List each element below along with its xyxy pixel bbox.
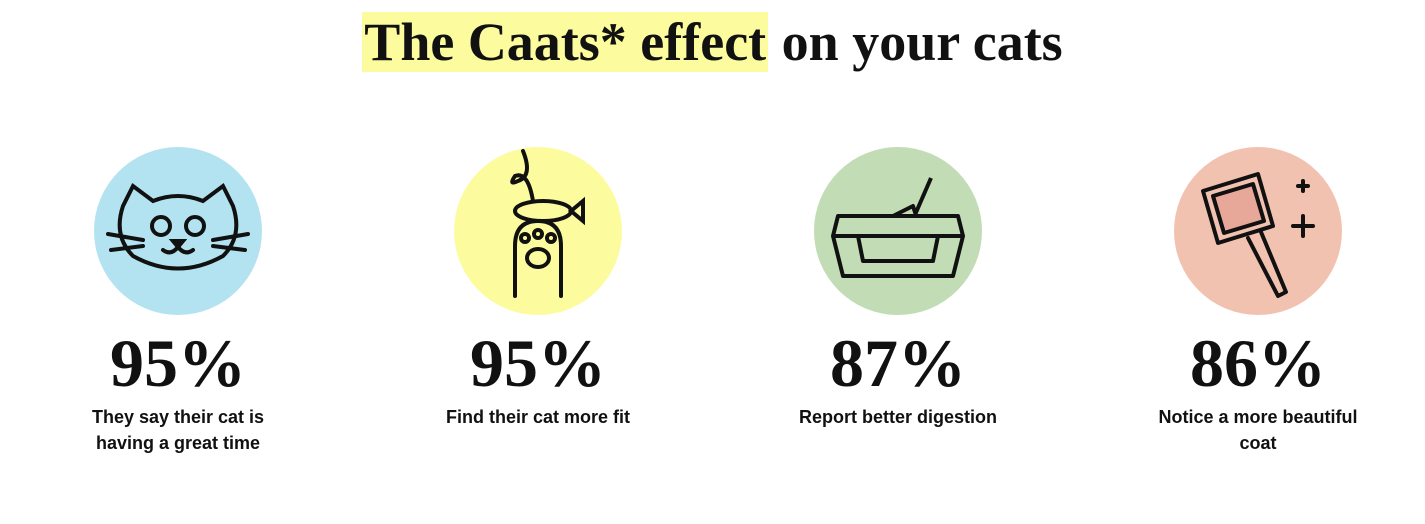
stat-label: Find their cat more fit <box>445 407 631 427</box>
stat-label: Report better digestion <box>798 407 997 427</box>
brush-icon <box>1174 147 1342 315</box>
stat-value: 86% <box>1190 325 1326 401</box>
paw-icon <box>454 147 622 315</box>
cat-icon <box>94 147 262 315</box>
title: The Caats* effect on your cats <box>0 10 1425 74</box>
litter-icon <box>814 147 982 315</box>
stat-value: 95% <box>470 325 606 401</box>
stat-card: 95% They say their cat is having a great… <box>28 140 328 456</box>
title-rest: on your cats <box>781 12 1063 72</box>
stat-label: Notice a more beautiful coat <box>1158 407 1358 453</box>
title-highlight: The Caats* effect <box>362 12 769 72</box>
stat-card: 86% Notice a more beautiful coat <box>1108 140 1408 456</box>
stat-value: 95% <box>110 325 246 401</box>
stat-card: 95% Find their cat more fit <box>388 140 688 430</box>
stat-value: 87% <box>830 325 966 401</box>
stat-card: 87% Report better digestion <box>748 140 1048 430</box>
stat-label: They say their cat is having a great tim… <box>91 407 265 453</box>
